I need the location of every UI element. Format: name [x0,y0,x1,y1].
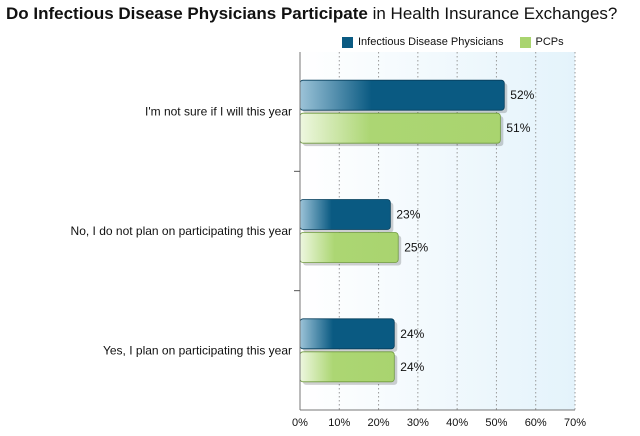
bar-pcp [299,232,399,263]
x-tick-label: 70% [564,417,586,429]
category-label: I'm not sure if I will this year [145,105,292,119]
chart-title-bold: Do Infectious Disease Physicians Partici… [6,4,368,23]
x-tick-label: 10% [328,417,350,429]
legend: Infectious Disease Physicians PCPs [342,36,580,48]
x-tick-label: 40% [446,417,468,429]
bar-value-label: 51% [506,121,530,135]
legend-item-pcp: PCPs [519,36,564,48]
legend-item-id: Infectious Disease Physicians [342,36,504,48]
legend-label-id: Infectious Disease Physicians [358,36,504,48]
plot-background [300,52,575,410]
bar-pcp [299,112,501,144]
bar-infectious-disease [299,79,505,111]
bar-infectious-disease [299,318,395,350]
bar-value-label: 25% [404,241,428,255]
plot-area [300,52,575,410]
category-label: No, I do not plan on participating this … [71,224,292,238]
bar-value-label: 24% [400,360,424,374]
bars: 52% 51% 23% 25% 24% 24% [299,79,535,385]
bar-value-label: 24% [400,327,424,341]
x-tick-label: 30% [407,417,429,429]
x-tick-label: 0% [292,417,308,429]
bar-pcp [299,351,395,383]
bar-value-label: 23% [396,208,420,222]
bar-infectious-disease [299,199,391,230]
x-tick-label: 20% [368,417,390,429]
legend-swatch-pcp [519,36,531,48]
chart-title-rest: in Health Insurance Exchanges? [367,4,618,23]
category-label: Yes, I plan on participating this year [103,343,292,357]
bar-value-label: 52% [510,88,534,102]
axes: 0% 10% 20% 30% 40% 50% 60% 70% I'm not sure if I… [71,52,586,429]
legend-label-pcp: PCPs [535,36,564,48]
x-tick-label: 50% [485,417,507,429]
legend-swatch-id [342,36,353,48]
x-tick-label: 60% [525,417,547,429]
chart-title: Do Infectious Disease Physicians Partici… [6,4,617,24]
